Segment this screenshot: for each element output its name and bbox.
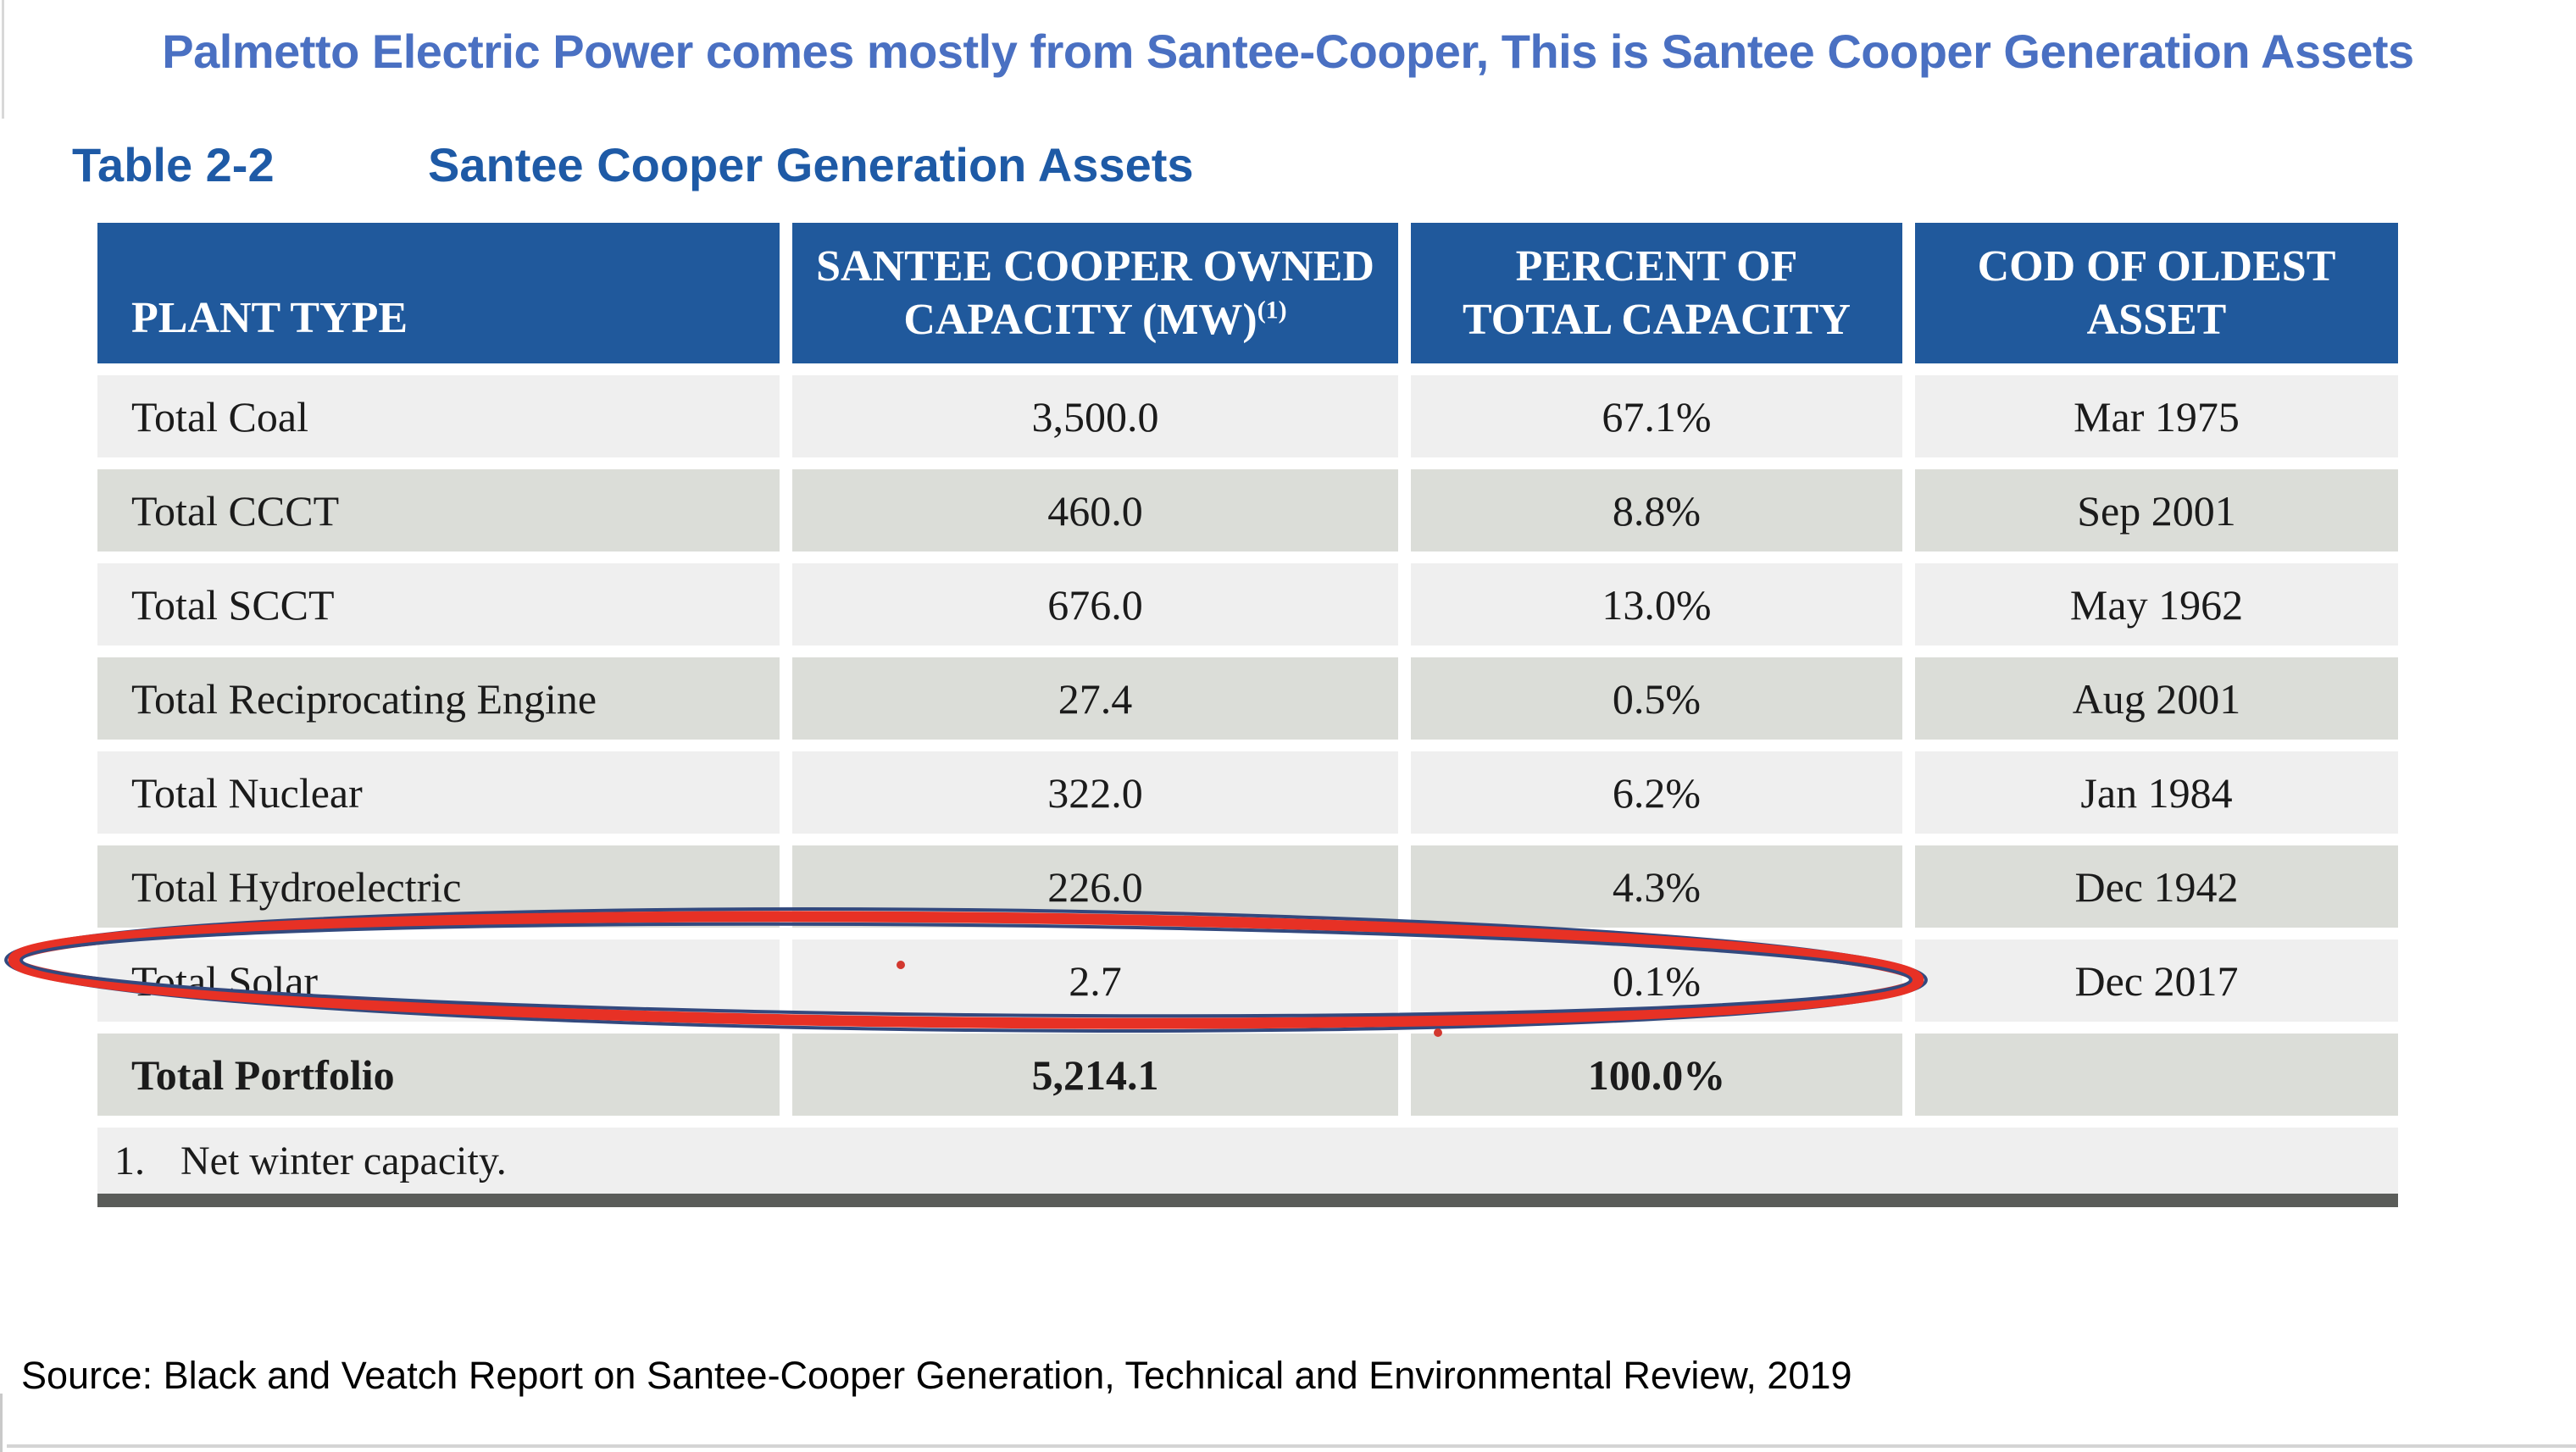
cell-plant-type: Total CCCT [97,469,780,551]
page-edge-line [7,1444,2576,1448]
cell-percent: 8.8% [1411,469,1902,551]
column-header-capacity: SANTEE COOPER OWNED CAPACITY (MW)(1) [792,223,1398,363]
column-header-label: PERCENT OF TOTAL CAPACITY [1463,241,1851,344]
table-caption-title: Santee Cooper Generation Assets [428,138,1194,191]
cell-cod: Jan 1984 [1915,751,2398,834]
column-header-label: COD OF OLDEST ASSET [1977,241,2336,344]
column-header-cod: COD OF OLDEST ASSET [1915,223,2398,363]
table-caption-label: Table 2-2 [72,138,275,191]
cell-cod: Dec 1942 [1915,845,2398,928]
page-edge-line [0,1394,3,1452]
cell-percent: 100.0% [1411,1034,1902,1116]
cell-plant-type-total-portfolio: Total Portfolio [97,1034,780,1116]
cell-capacity: 460.0 [792,469,1398,551]
cell-cod: Sep 2001 [1915,469,2398,551]
column-header-label: SANTEE COOPER OWNED CAPACITY (MW)(1) [816,241,1374,344]
cell-percent: 4.3% [1411,845,1902,928]
cell-cod: May 1962 [1915,563,2398,646]
cell-capacity: 676.0 [792,563,1398,646]
cell-capacity: 3,500.0 [792,375,1398,457]
cell-percent: 0.5% [1411,657,1902,740]
cell-percent: 13.0% [1411,563,1902,646]
footnote-text: Net winter capacity. [180,1138,507,1183]
column-header-percent: PERCENT OF TOTAL CAPACITY [1411,223,1902,363]
cell-cod: Dec 2017 [1915,939,2398,1022]
cell-plant-type: Total SCCT [97,563,780,646]
cell-plant-type-total-solar: Total Solar [97,939,780,1022]
generation-assets-table: PLANT TYPE SANTEE COOPER OWNED CAPACITY … [97,223,2398,1194]
source-citation: Source: Black and Veatch Report on Sante… [21,1354,1852,1397]
cell-capacity: 322.0 [792,751,1398,834]
table-bottom-border [97,1194,2398,1207]
cell-plant-type: Total Nuclear [97,751,780,834]
cell-capacity: 5,214.1 [792,1034,1398,1116]
cell-percent: 0.1% [1411,939,1902,1022]
cell-capacity: 226.0 [792,845,1398,928]
cell-capacity: 2.7 [792,939,1398,1022]
cell-cod [1915,1034,2398,1116]
column-header-label: PLANT TYPE [131,293,408,342]
cell-percent: 67.1% [1411,375,1902,457]
cell-capacity: 27.4 [792,657,1398,740]
footnote-number: 1. [114,1138,145,1183]
cell-percent: 6.2% [1411,751,1902,834]
column-header-plant-type: PLANT TYPE [97,223,780,363]
cell-plant-type: Total Reciprocating Engine [97,657,780,740]
cell-plant-type: Total Coal [97,375,780,457]
cell-cod: Mar 1975 [1915,375,2398,457]
cell-cod: Aug 2001 [1915,657,2398,740]
table-caption: Table 2-2 Santee Cooper Generation Asset… [0,137,2576,197]
table-footnote: 1. Net winter capacity. [97,1128,2398,1194]
page-title: Palmetto Electric Power comes mostly fro… [162,25,2414,78]
cell-plant-type: Total Hydroelectric [97,845,780,928]
page-edge-line [2,0,4,119]
footnote-marker: (1) [1257,296,1287,324]
